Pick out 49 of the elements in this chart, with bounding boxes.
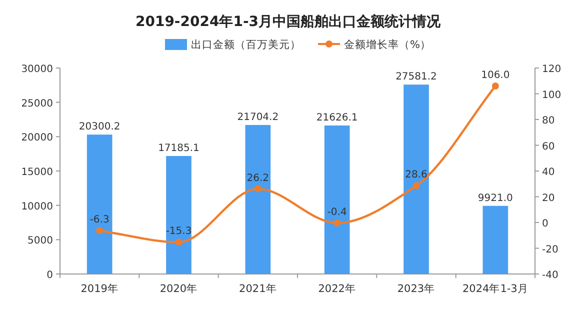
y2-tick-label: 60 <box>542 141 555 152</box>
y-tick-label: 0 <box>46 270 53 281</box>
y2-tick-label: 120 <box>542 64 562 75</box>
bar <box>404 84 429 274</box>
data-label: 21626.1 <box>316 112 358 124</box>
y-tick-label: 25000 <box>21 98 53 110</box>
y-tick-label: 10000 <box>21 201 53 212</box>
x-tick-label: 2019年 <box>80 283 118 295</box>
legend-label: 金额增长率（%） <box>344 38 431 51</box>
data-label: 17185.1 <box>158 142 200 154</box>
data-label: 28.6 <box>405 170 428 181</box>
point <box>175 238 182 246</box>
point <box>412 182 420 190</box>
y2-tick-label: -40 <box>542 270 558 281</box>
y2-tick-label: -20 <box>542 244 558 256</box>
point <box>96 227 104 234</box>
data-label: 26.2 <box>246 172 270 184</box>
x-tick-label: 2024年1-3月 <box>462 283 528 295</box>
data-label: -15.3 <box>166 226 192 238</box>
x-tick-label: 2021年 <box>239 283 277 295</box>
data-label: 106.0 <box>481 70 510 82</box>
bar <box>86 134 112 274</box>
y2-tick-label: 80 <box>542 116 555 126</box>
point <box>254 185 262 192</box>
data-label: 9921.0 <box>478 192 513 204</box>
point <box>334 220 341 227</box>
legend-label: 出口金额（百万美元） <box>191 38 301 51</box>
y2-tick-label: 100 <box>542 90 562 101</box>
bar <box>245 124 271 274</box>
x-tick-label: 2020年 <box>160 283 198 295</box>
data-label: -6.3 <box>90 214 110 226</box>
bar <box>166 156 192 274</box>
y2-tick-label: 40 <box>542 167 555 178</box>
y-tick-label: 30000 <box>21 64 53 75</box>
data-label: 20300.2 <box>78 122 120 133</box>
y-tick-label: 20000 <box>21 132 53 144</box>
y-tick-label: 5000 <box>28 236 53 247</box>
data-label: 27581.2 <box>396 72 437 83</box>
y2-tick-label: 0 <box>542 218 548 230</box>
point <box>492 82 499 90</box>
bar <box>324 126 350 274</box>
bar <box>482 206 508 274</box>
y-tick-label: 15000 <box>21 167 53 178</box>
data-label: -0.4 <box>327 207 347 218</box>
y2-tick-label: 20 <box>542 192 555 204</box>
x-tick-label: 2022年 <box>318 283 356 295</box>
x-tick-label: 2023年 <box>397 283 436 295</box>
chart-title: 2019-2024年1-3月中国船舶出口金额统计情况 <box>135 13 442 30</box>
data-label: 21704.2 <box>237 112 279 123</box>
